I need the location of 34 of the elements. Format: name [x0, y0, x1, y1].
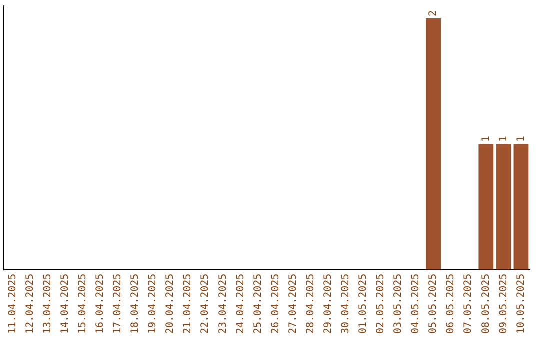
x-tick-label: 15.04.2025 [77, 274, 88, 334]
x-tick-label: 19.04.2025 [148, 274, 159, 334]
x-tick-label: 18.04.2025 [130, 274, 142, 334]
data-label: 1 [480, 136, 492, 142]
data-label: 1 [498, 136, 510, 142]
x-tick-label: 30.04.2025 [340, 274, 352, 334]
x-tick-label: 13.04.2025 [42, 274, 54, 334]
x-tick-label: 24.04.2025 [235, 274, 246, 334]
x-tick-label: 23.04.2025 [218, 274, 229, 334]
x-tick-label: 20.04.2025 [165, 274, 176, 334]
x-tick-label: 21.04.2025 [182, 274, 194, 334]
x-tick-label: 05.05.2025 [428, 274, 440, 334]
x-tick-label: 27.04.2025 [288, 274, 299, 334]
x-tick-label: 26.04.2025 [270, 274, 282, 334]
x-tick-label: 10.05.2025 [516, 274, 527, 334]
data-label: 1 [516, 136, 527, 142]
x-tick-label: 04.05.2025 [410, 274, 422, 334]
x-tick-label: 17.04.2025 [112, 274, 124, 334]
x-tick-label: 01.05.2025 [358, 274, 370, 334]
x-tick-label: 07.05.2025 [463, 274, 474, 334]
x-tick-label: 03.05.2025 [393, 274, 404, 334]
x-tick-label: 02.05.2025 [376, 274, 387, 334]
x-tick-label: 12.04.2025 [24, 274, 36, 334]
x-tick-label: 22.04.2025 [200, 274, 212, 334]
x-tick-label: 28.04.2025 [305, 274, 316, 334]
x-tick-label: 09.05.2025 [498, 274, 510, 334]
x-tick-label: 14.04.2025 [60, 274, 71, 334]
x-tick-label: 11.04.2025 [7, 274, 18, 334]
x-tick-label: 29.04.2025 [322, 274, 334, 334]
x-tick-label: 16.04.2025 [95, 274, 106, 334]
x-tick-label: 06.05.2025 [446, 274, 457, 334]
data-label: 2 [428, 10, 440, 17]
x-tick-label: 25.04.2025 [252, 274, 264, 334]
x-tick-label: 08.05.2025 [480, 274, 492, 334]
